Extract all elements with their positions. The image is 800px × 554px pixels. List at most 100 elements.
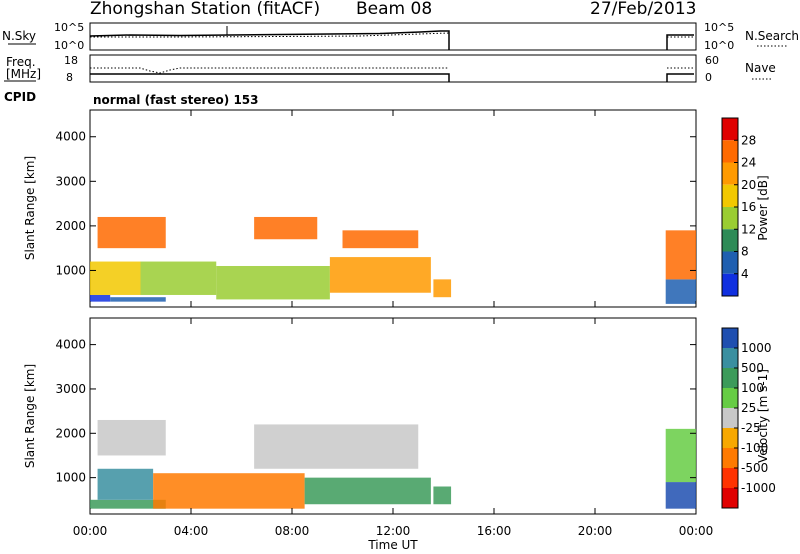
nsky-trace — [89, 30, 450, 50]
y-tick-label: 2000 — [55, 219, 86, 233]
y-tick-label: 1000 — [55, 471, 86, 485]
nsearch-trace — [90, 32, 450, 38]
colorbar-tick-label: 8 — [741, 245, 749, 259]
x-tick-label: 16:00 — [477, 524, 512, 538]
colorbar-swatch — [722, 388, 738, 408]
colorbar-tick-label: 16 — [741, 200, 756, 214]
colorbar-tick-label: -500 — [741, 461, 768, 475]
colorbar-tick-label: 100 — [741, 381, 764, 395]
heatmap-cell — [90, 499, 166, 509]
heatmap-cell — [90, 261, 141, 295]
colorbar-swatch — [722, 428, 738, 448]
nsky-tick-low: 10^0 — [54, 39, 84, 52]
nsky-trace-late — [666, 34, 694, 50]
freq-label: Freq. — [6, 55, 36, 69]
colorbar-swatch — [722, 118, 738, 141]
freq-trace — [90, 73, 450, 82]
freq-unit: [MHz] — [6, 67, 41, 81]
nsearch-tick-high: 10^5 — [704, 21, 734, 34]
colorbar-swatch — [722, 251, 738, 274]
heatmap-cell — [254, 216, 318, 240]
colorbar-tick-label: -25 — [741, 421, 761, 435]
heatmap-cell — [665, 482, 696, 509]
colorbar-tick-label: 12 — [741, 222, 756, 236]
colorbar-swatch — [722, 488, 738, 508]
colorbar-swatch — [722, 328, 738, 348]
colorbar-swatch — [722, 184, 738, 207]
x-tick-label: 00:00 — [73, 524, 108, 538]
nsearch-tick-low: 10^0 — [704, 39, 734, 52]
colorbar-frame — [721, 327, 739, 509]
heatmap-cell — [97, 216, 166, 249]
heatmap-cell — [433, 486, 452, 505]
colorbar-tick-label: 28 — [741, 133, 756, 147]
x-tick-label: 12:00 — [376, 524, 411, 538]
power-axis-ticks: 4000 3000 2000 1000 — [55, 110, 697, 307]
x-tick-label: 00:00 — [679, 524, 714, 538]
heatmap-cell — [216, 265, 330, 300]
y-tick-label: 1000 — [55, 263, 86, 277]
power-colorbar: 28 24 20 16 12 8 4 — [721, 117, 756, 297]
heatmap-cell — [433, 279, 452, 298]
colorbar-swatch — [722, 468, 738, 488]
colorbar-swatch — [722, 273, 738, 296]
heatmap-cell — [254, 424, 419, 469]
nsearch-label: N.Search — [745, 29, 799, 43]
power-colorbar-label: Power [dB] — [756, 175, 770, 240]
nsky-tick-high: 10^5 — [54, 21, 84, 34]
colorbar-swatch — [722, 162, 738, 185]
freq-tick-high: 18 — [64, 54, 78, 67]
heatmap-cell — [329, 257, 431, 293]
nave-tick-low: 0 — [705, 71, 712, 84]
colorbar-tick-label: 24 — [741, 156, 756, 170]
heatmap-cell — [665, 279, 696, 304]
colorbar-tick-label: 1000 — [741, 341, 772, 355]
colorbar-swatch — [722, 368, 738, 388]
x-tick-label: 08:00 — [275, 524, 310, 538]
nave-tick-high: 60 — [705, 54, 719, 67]
power-heatmap — [90, 216, 696, 304]
heatmap-cell — [304, 477, 431, 505]
velocity-colorbar: 1000 500 100 25 -25 -100 -500 -1000 — [721, 327, 776, 509]
colorbar-swatch — [722, 448, 738, 468]
heatmap-cell — [153, 473, 305, 509]
freq-trace-late — [666, 73, 694, 82]
colorbar-tick-label: 25 — [741, 401, 756, 415]
y-tick-label: 2000 — [55, 426, 86, 440]
date-title: 27/Feb/2013 — [590, 0, 696, 19]
time-axis-label: Time UT — [367, 538, 418, 552]
colorbar-swatch — [722, 408, 738, 428]
cpid-label: CPID — [4, 90, 36, 104]
nsky-frame — [89, 22, 697, 51]
colorbar-swatch — [722, 207, 738, 230]
colorbar-swatch — [722, 140, 738, 163]
velocity-ylabel: Slant Range [km] — [23, 364, 37, 468]
velocity-heatmap — [90, 419, 696, 509]
power-ylabel: Slant Range [km] — [23, 156, 37, 260]
velocity-axis-ticks: 4000 3000 2000 1000 — [55, 318, 697, 514]
mode-text: normal (fast stereo) 153 — [93, 93, 259, 107]
x-tick-label: 04:00 — [174, 524, 209, 538]
y-tick-label: 3000 — [55, 382, 86, 396]
heatmap-cell — [140, 261, 217, 295]
nsky-panel: N.Sky 10^5 10^0 10^5 10^0 N.Search — [2, 21, 799, 52]
heatmap-cell — [97, 419, 166, 456]
freq-tick-low: 8 — [66, 71, 73, 84]
y-tick-label: 4000 — [55, 130, 86, 144]
station-title: Zhongshan Station (fitACF) — [90, 0, 320, 19]
colorbar-tick-label: -1000 — [741, 481, 776, 495]
nave-trace — [90, 67, 449, 74]
y-tick-label: 4000 — [55, 338, 86, 352]
velocity-colorbar-label: Velocity [m s-1] — [756, 369, 770, 463]
colorbar-swatch — [722, 348, 738, 368]
colorbar-swatch — [722, 229, 738, 252]
heatmap-cell — [110, 297, 166, 302]
colorbar-tick-label: 500 — [741, 361, 764, 375]
x-tick-label: 20:00 — [578, 524, 613, 538]
y-tick-label: 3000 — [55, 174, 86, 188]
colorbar-tick-label: -100 — [741, 441, 768, 455]
velocity-panel: 4000 3000 2000 1000 Slant Range [km] 1000 50… — [23, 317, 776, 515]
heatmap-cell — [97, 468, 154, 500]
colorbar-tick-label: 20 — [741, 178, 756, 192]
freq-panel: Freq. [MHz] 18 8 60 0 Nave — [4, 54, 776, 84]
